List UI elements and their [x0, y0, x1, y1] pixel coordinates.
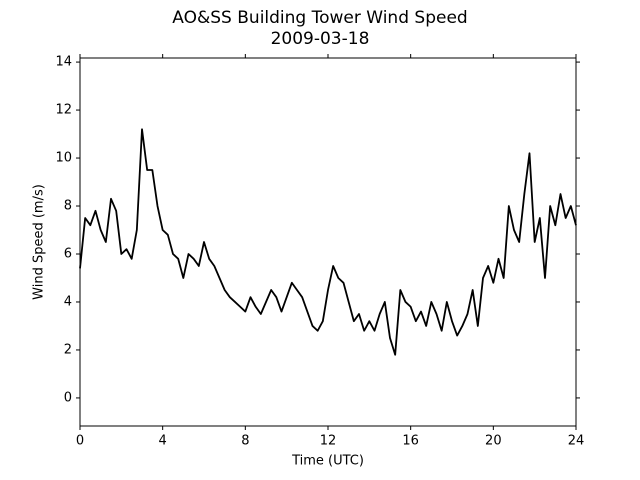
x-axis-label: Time (UTC) — [291, 454, 364, 469]
chart-subtitle: 2009-03-18 — [271, 29, 370, 49]
x-tick-label: 16 — [402, 434, 419, 449]
x-tick-label: 8 — [241, 434, 249, 449]
y-tick-label: 8 — [64, 199, 72, 214]
x-tick-label: 4 — [159, 434, 167, 449]
y-axis-label: Wind Speed (m/s) — [32, 184, 47, 300]
line — [79, 128, 577, 356]
y-tick-label: 2 — [64, 342, 72, 357]
x-tick-label: 24 — [568, 434, 585, 449]
y-tick-label: 6 — [64, 246, 72, 261]
x-tick-label: 0 — [76, 434, 84, 449]
x-tick-label: 20 — [485, 434, 502, 449]
y-tick-label: 10 — [55, 151, 72, 166]
y-tick-label: 14 — [55, 55, 72, 70]
y-tick-label: 12 — [55, 103, 72, 118]
y-tick-label: 0 — [64, 390, 72, 405]
plot-frame — [79, 57, 577, 427]
y-tick-label: 4 — [64, 294, 72, 309]
chart-title: AO&SS Building Tower Wind Speed — [172, 8, 467, 28]
x-tick-label: 12 — [320, 434, 337, 449]
